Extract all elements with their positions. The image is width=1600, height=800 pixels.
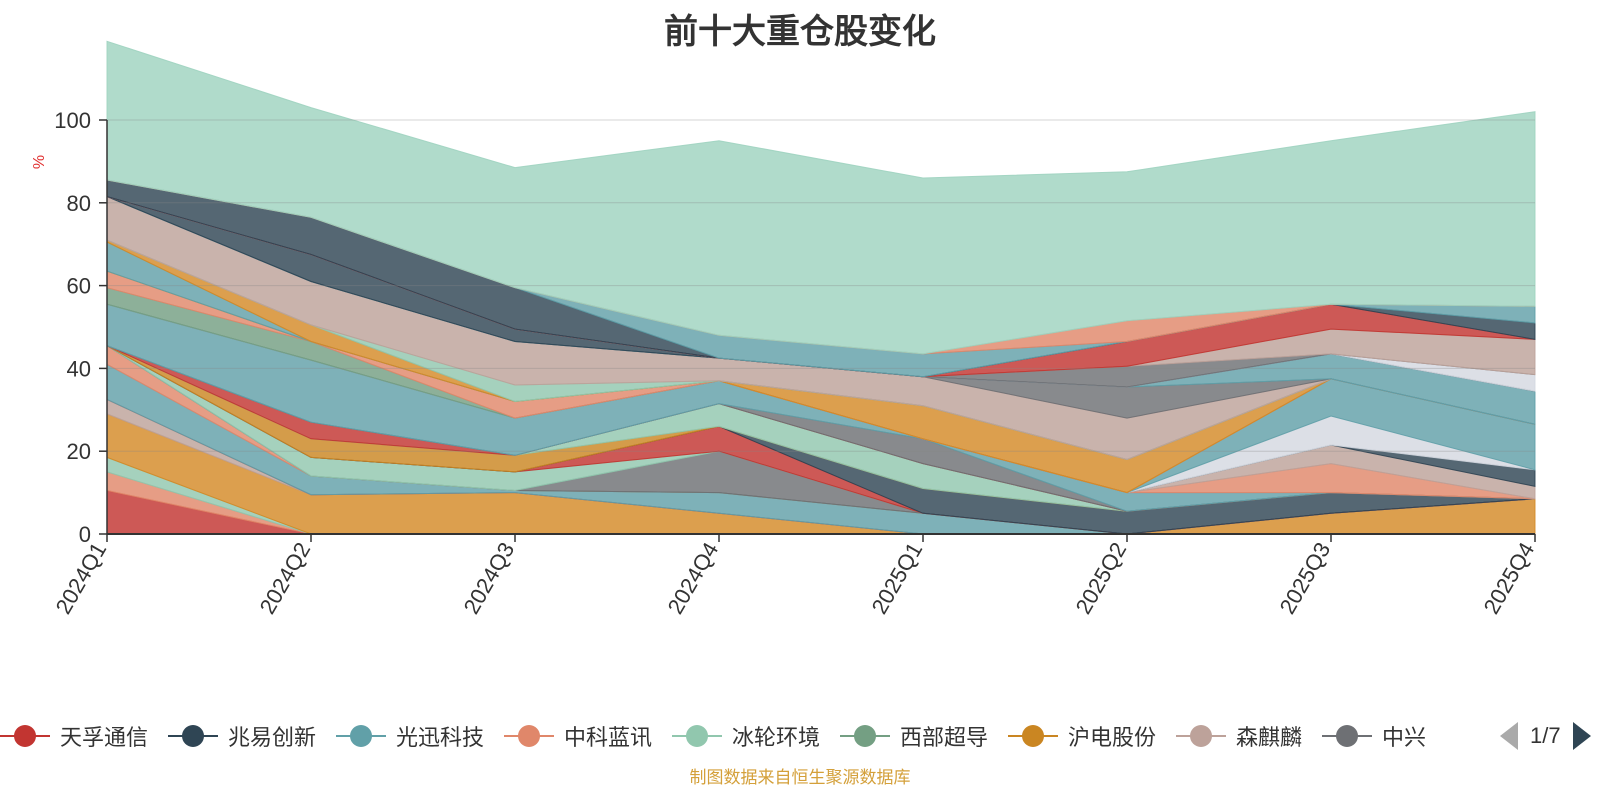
y-tick-label: 40 <box>67 356 91 381</box>
legend-marker-icon <box>672 724 722 748</box>
legend-label: 光迅科技 <box>396 725 485 750</box>
y-tick-label: 20 <box>67 439 91 464</box>
legend-pager: 1/7 <box>1500 716 1591 756</box>
legend-marker-icon <box>504 724 554 748</box>
legend-marker-icon <box>840 724 890 748</box>
x-tick-label: 2024Q2 <box>255 538 316 618</box>
legend-marker-icon <box>336 724 386 748</box>
y-axis-label: % <box>31 155 48 169</box>
legend-label: 冰轮环境 <box>732 725 821 750</box>
grid-lines <box>107 119 1535 452</box>
legend-item[interactable]: 兆易创新 <box>168 716 316 756</box>
legend-item[interactable]: 光迅科技 <box>336 716 484 756</box>
x-tick-label: 2024Q1 <box>51 538 112 618</box>
y-tick-label: 100 <box>54 108 91 133</box>
legend-marker-icon <box>168 724 218 748</box>
x-tick-label: 2024Q4 <box>663 538 724 618</box>
legend-item[interactable]: 森麒麟 <box>1176 716 1302 756</box>
x-tick-label: 2025Q3 <box>1275 538 1336 618</box>
legend-item[interactable]: 西部超导 <box>840 716 988 756</box>
legend-items: 天孚通信 兆易创新 光迅科技 中科蓝讯 冰轮环境 西部超导 沪电股份 森麒麟 中兴 <box>0 716 1480 756</box>
legend-marker-icon <box>0 724 50 748</box>
legend-item[interactable]: 天孚通信 <box>0 716 148 756</box>
chart-title: 前十大重仓股变化 <box>664 13 936 51</box>
legend-next-page-button[interactable] <box>1572 722 1591 750</box>
legend-item[interactable]: 中科蓝讯 <box>504 716 652 756</box>
area-series-40 <box>106 40 1536 355</box>
legend-label: 中科蓝讯 <box>564 725 653 750</box>
x-tick-label: 2025Q1 <box>867 538 928 618</box>
x-tick-label: 2025Q2 <box>1071 538 1132 618</box>
y-tick-label: 80 <box>67 191 91 216</box>
source-note: 制图数据来自恒生聚源数据库 <box>689 768 911 787</box>
legend-item[interactable]: 沪电股份 <box>1008 716 1156 756</box>
legend-marker-icon <box>1008 724 1058 748</box>
legend-label: 兆易创新 <box>228 725 317 750</box>
y-tick-label: 60 <box>67 274 91 299</box>
legend-item[interactable]: 冰轮环境 <box>672 716 820 756</box>
chart-plot-area: 0 20 40 60 80 100 2024Q1 2024Q2 2024Q3 2024Q4 2025… <box>31 40 1540 618</box>
legend-label: 沪电股份 <box>1068 725 1157 750</box>
legend-label: 天孚通信 <box>60 725 149 750</box>
x-tick-label: 2024Q3 <box>459 538 520 618</box>
x-tick-label: 2025Q4 <box>1479 538 1540 618</box>
legend-label: 森麒麟 <box>1236 725 1303 750</box>
legend: 天孚通信 兆易创新 光迅科技 中科蓝讯 冰轮环境 西部超导 沪电股份 森麒麟 中兴 <box>0 716 1600 756</box>
legend-prev-page-button[interactable] <box>1500 722 1518 750</box>
legend-label: 西部超导 <box>900 725 989 750</box>
area-series-group <box>106 40 1536 535</box>
legend-label: 中兴 <box>1382 725 1427 750</box>
legend-page-indicator: 1/7 <box>1530 723 1561 748</box>
legend-item[interactable]: 中兴 <box>1322 716 1426 756</box>
y-tick-label: 0 <box>79 522 91 547</box>
legend-marker-icon <box>1176 724 1226 748</box>
legend-marker-icon <box>1322 724 1372 748</box>
